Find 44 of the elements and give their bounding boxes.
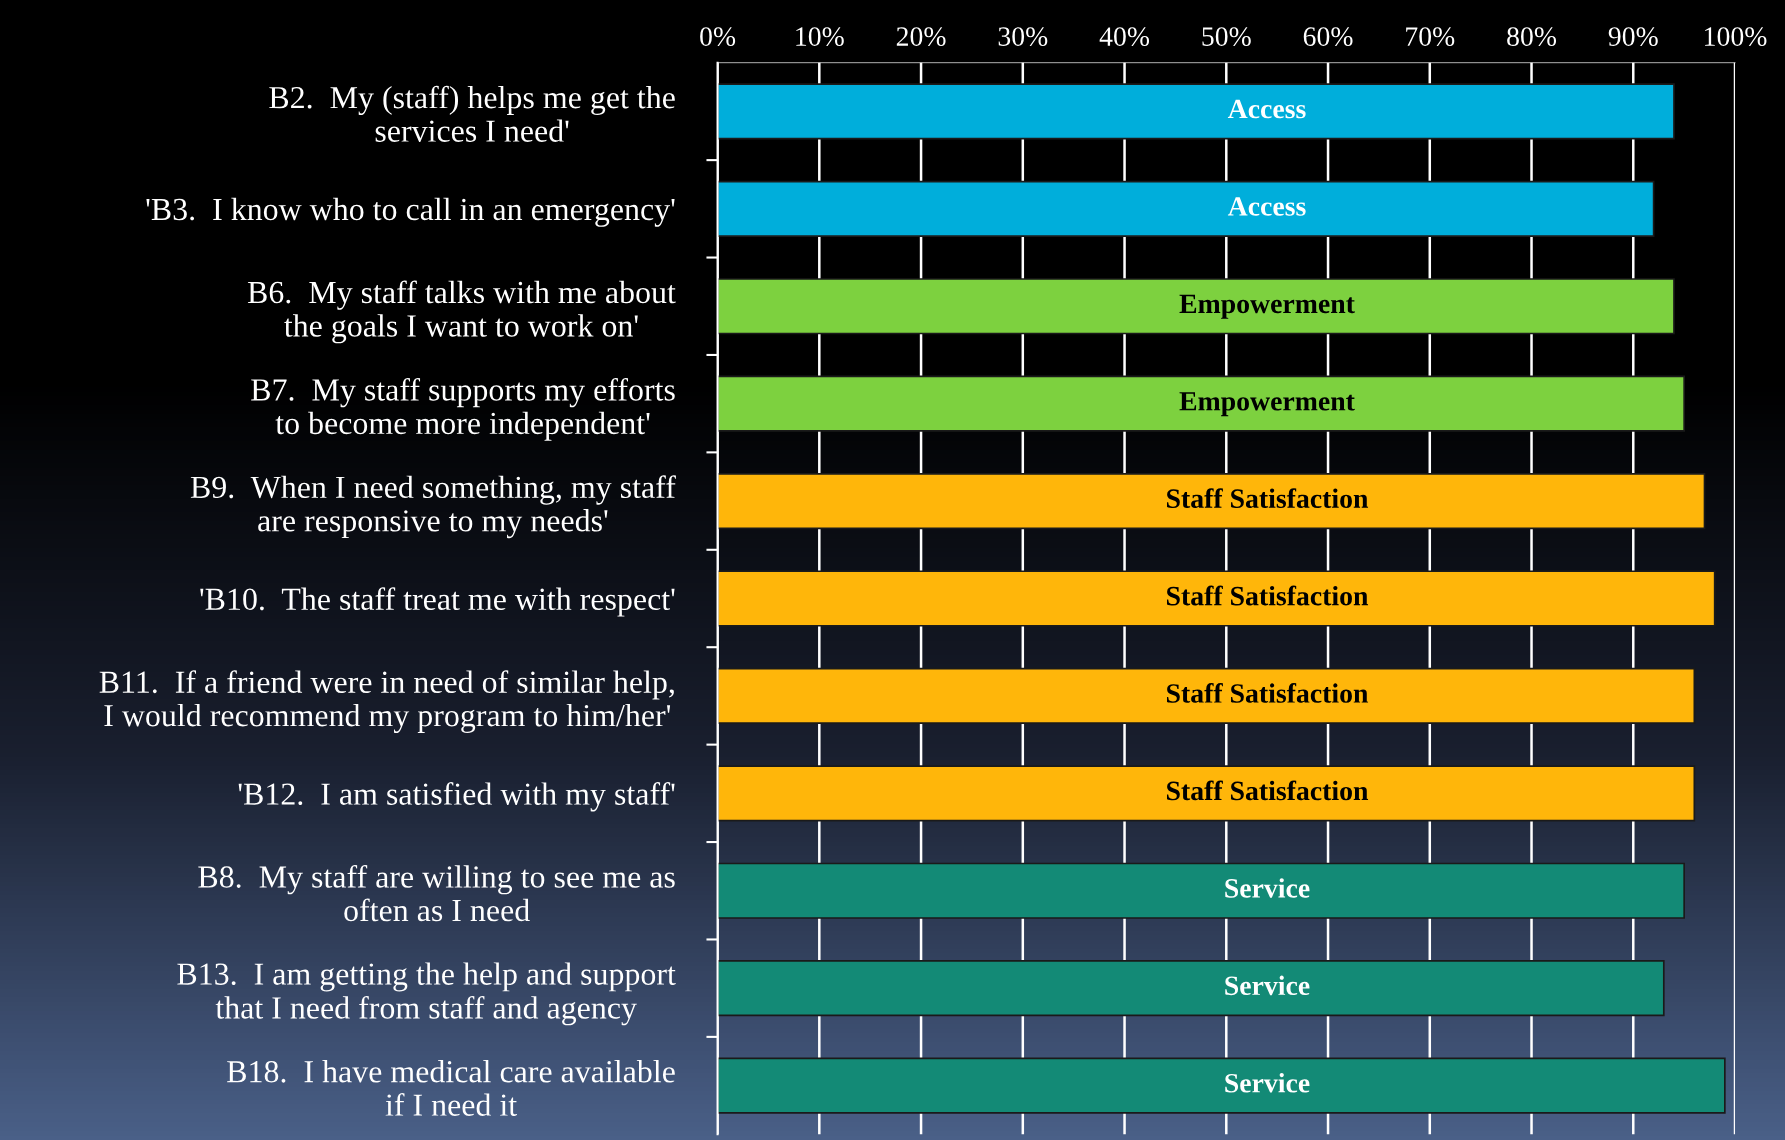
text: Service [1225, 1073, 1310, 1093]
x-tick-label: 70% [1406, 27, 1455, 47]
y-tick-label: B18. I have medical care available if I need it [227, 1060, 675, 1116]
y-tick-label: B13. I am getting the help and support that I need from staff and agency [177, 962, 676, 1026]
y-tick-label: B7. My staff supports my efforts to become more independent' [251, 377, 675, 441]
bar [717, 862, 1685, 919]
series-label: Access [1227, 197, 1306, 216]
x-tick-label: 10% [796, 27, 844, 47]
y-tick-label: B6. My staff talks with me about the goals I want to work on' [247, 280, 676, 344]
text: Service [1225, 975, 1310, 996]
text: Access [1227, 99, 1306, 119]
text: Staff Satisfaction [1167, 780, 1369, 801]
bar [717, 667, 1696, 725]
bar [717, 180, 1655, 237]
bar [717, 83, 1675, 140]
y-tick-label: 'B12. I am satisfied with my staff' [238, 782, 675, 812]
x-tick-label: 80% [1507, 27, 1557, 47]
y-tick-label: B9. When I need something, my staff are responsive to my needs' [190, 475, 676, 539]
x-tick-label: 0% [700, 27, 736, 47]
y-tick-label: B8. My staff are willing to see me as often as I need [198, 864, 675, 922]
series-label: Service [1225, 878, 1310, 898]
bar [717, 960, 1665, 1017]
series-label: Empowerment [1179, 294, 1355, 319]
bar [717, 1057, 1726, 1114]
bar [717, 375, 1685, 432]
series-label: Staff Satisfaction [1167, 488, 1369, 509]
bar [717, 472, 1706, 530]
x-tick-label: 60% [1303, 27, 1353, 47]
bar [717, 278, 1675, 335]
x-tick-label: 30% [998, 27, 1048, 47]
y-tick-label: 'B10. The staff treat me with respect' [200, 587, 675, 617]
text: Staff Satisfaction [1167, 585, 1369, 606]
y-tick-label: 'B3. I know who to call in an emergency' [146, 197, 675, 227]
x-tick-label: 100% [1705, 27, 1767, 47]
x-tick-label: 50% [1202, 27, 1251, 47]
y-tick-label: B2. My (staff) helps me get the services I need' [269, 85, 675, 142]
bar [717, 765, 1696, 822]
bar [717, 570, 1716, 627]
text: Empowerment [1179, 392, 1355, 417]
text: Staff Satisfaction [1167, 683, 1369, 703]
x-tick-label: 90% [1608, 27, 1658, 47]
x-tick-label: 20% [896, 27, 946, 47]
y-tick-label: B11. If a friend were in need of similar help, I would recommend my program to him/her' [99, 670, 674, 733]
x-tick-label: 40% [1099, 27, 1150, 47]
